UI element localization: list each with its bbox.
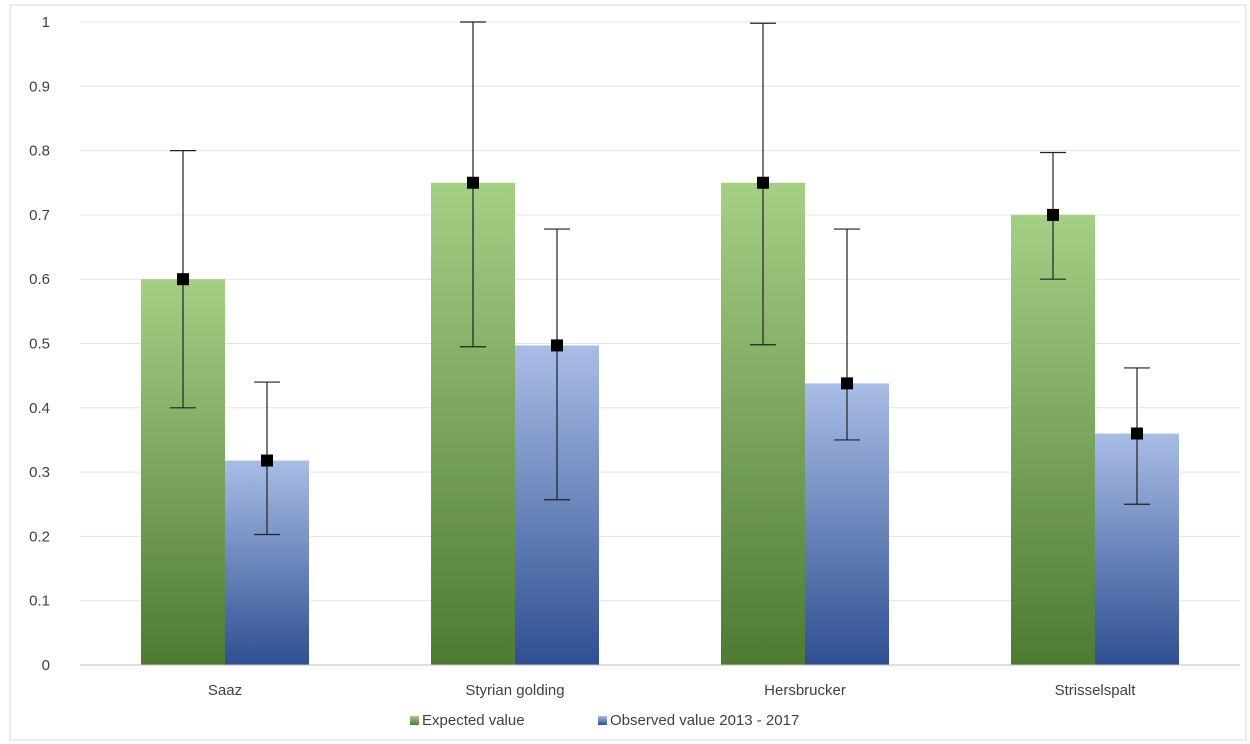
y-tick-label: 0.8 — [29, 143, 50, 160]
category-label: Styrian golding — [465, 682, 564, 699]
y-axis-ticks: 0 0.1 0.2 0.3 0.4 0.5 0.6 0.7 0.8 0.9 1 — [29, 14, 50, 674]
y-tick-label: 0.4 — [29, 400, 50, 417]
value-marker — [757, 176, 769, 189]
y-tick-label: 0.6 — [29, 271, 50, 288]
value-marker — [551, 339, 563, 352]
value-marker — [1131, 427, 1143, 440]
y-tick-label: 0.5 — [29, 336, 50, 353]
y-tick-label: 0.2 — [29, 528, 50, 545]
bar-expected — [1011, 214, 1095, 665]
value-markers — [177, 176, 1143, 467]
category-label: Strisselspalt — [1055, 682, 1137, 699]
value-marker — [467, 176, 479, 189]
y-tick-label: 0 — [42, 657, 50, 674]
legend-label: Expected value — [422, 712, 525, 729]
category-label: Saaz — [208, 682, 242, 699]
y-tick-label: 0.1 — [29, 593, 50, 610]
legend-swatch — [598, 716, 607, 725]
y-tick-label: 1 — [42, 14, 50, 31]
legend-label: Observed value 2013 - 2017 — [610, 712, 799, 729]
x-axis: Saaz Styrian golding Hersbrucker Strisselsp… — [80, 664, 1240, 699]
legend-swatch — [410, 716, 419, 725]
y-tick-label: 0.9 — [29, 78, 50, 95]
bars — [141, 182, 1179, 665]
value-marker — [261, 454, 273, 467]
value-marker — [841, 377, 853, 390]
y-tick-label: 0.3 — [29, 464, 50, 481]
value-marker — [177, 273, 189, 286]
y-tick-label: 0.7 — [29, 207, 50, 224]
value-marker — [1047, 208, 1059, 221]
category-label: Hersbrucker — [764, 682, 846, 699]
legend: Expected value Observed value 2013 - 2017 — [410, 712, 799, 729]
